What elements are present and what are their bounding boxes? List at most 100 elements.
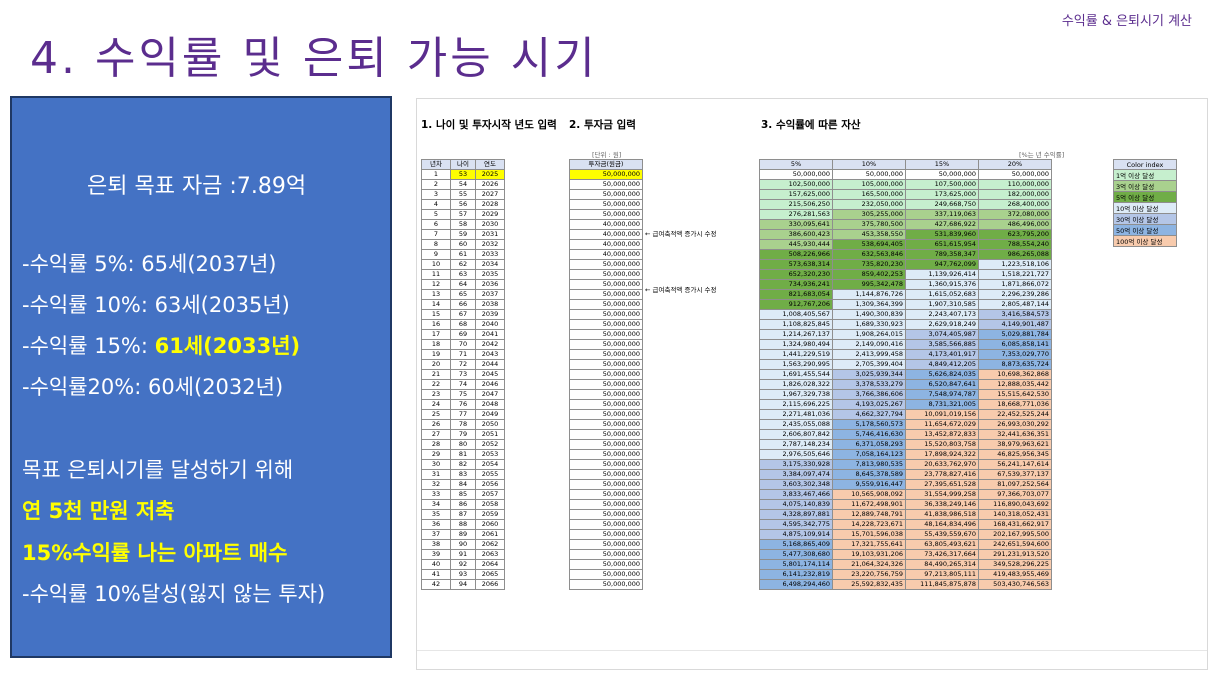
invest-cell: 50,000,000 [569,559,643,570]
plan-text: 목표 은퇴시기를 달성하기 위해 [22,458,294,482]
invest-cell: 50,000,000 [569,369,643,380]
asset-cell-r15: 73,426,317,664 [905,549,979,560]
table-row: 652,320,230 859,402,253 1,139,926,414 1,518… [759,269,1052,280]
asset-cell-r20: 623,795,200 [978,229,1052,240]
age-cell: 65 [450,289,476,300]
age-cell: 80 [450,439,476,450]
age-cell: 94 [450,579,476,590]
asset-cell-r20: 38,979,963,621 [978,439,1052,450]
invest-cell: 50,000,000 [569,519,643,530]
asset-cell-r15: 84,490,265,314 [905,559,979,570]
year-index-cell: 20 [421,359,451,370]
table-row: 7 59 2031 [421,229,505,240]
asset-cell-r15: 31,554,999,258 [905,489,979,500]
age-cell: 79 [450,429,476,440]
asset-cell-r15: 11,654,672,029 [905,419,979,430]
table-row: 50,000,000 [569,259,643,270]
table-row: 50,000,000 [569,489,643,500]
asset-cell-r5: 4,328,897,881 [759,509,833,520]
asset-cell-r10: 25,592,832,435 [832,579,906,590]
invest-cell: 50,000,000 [569,339,643,350]
asset-cell-r5: 821,683,054 [759,289,833,300]
table-row: 1,441,229,519 2,413,999,458 4,173,401,917 7… [759,349,1052,360]
invest-cell: 50,000,000 [569,259,643,270]
asset-cell-r10: 2,705,399,404 [832,359,906,370]
year-index-cell: 28 [421,439,451,450]
year-index-cell: 26 [421,419,451,430]
legend-title: Color index [1113,159,1177,170]
rate-15-text: -수익률 15%: 61세(2033년) [22,330,300,360]
col-age-header: 나이 [450,159,476,170]
invest-cell: 50,000,000 [569,459,643,470]
calendar-year-cell: 2031 [475,229,505,240]
asset-cell-r5: 1,563,290,995 [759,359,833,370]
asset-cell-r5: 652,320,230 [759,269,833,280]
invest-cell: 50,000,000 [569,569,643,580]
asset-cell-r10: 453,358,550 [832,229,906,240]
table-row: 821,683,054 1,144,876,726 1,615,052,683 2,2… [759,289,1052,300]
table-row: 50,000,000 [569,189,643,200]
table-row: 11 63 2035 [421,269,505,280]
col-year-header: 년차 [421,159,451,170]
asset-cell-r15: 947,762,099 [905,259,979,270]
asset-cell-r10: 2,413,999,458 [832,349,906,360]
asset-cell-r20: 4,149,901,487 [978,319,1052,330]
asset-cell-r20: 372,080,000 [978,209,1052,220]
asset-cell-r15: 7,548,974,787 [905,389,979,400]
asset-cell-r20: 503,430,746,563 [978,579,1052,590]
table-row: 40,000,000 [569,249,643,260]
asset-cell-r5: 2,787,148,234 [759,439,833,450]
asset-cell-r10: 305,255,000 [832,209,906,220]
table-row: 50,000,000 [569,369,643,380]
invest-cell: 50,000,000 [569,169,643,180]
invest-cell: 40,000,000 [569,239,643,250]
asset-cell-r15: 27,395,651,528 [905,479,979,490]
age-cell: 54 [450,179,476,190]
calendar-year-cell: 2052 [475,439,505,450]
legend-row: 1억 이상 달성 [1113,169,1177,181]
table-row: 102,500,000 105,000,000 107,500,000 110,000… [759,179,1052,190]
age-cell: 71 [450,349,476,360]
invest-cell: 50,000,000 [569,289,643,300]
asset-cell-r15: 13,452,872,833 [905,429,979,440]
year-index-cell: 39 [421,549,451,560]
table-row: 50,000,000 [569,359,643,370]
table-row: 573,638,314 735,820,230 947,762,099 1,223,5… [759,259,1052,270]
asset-cell-r5: 1,441,229,519 [759,349,833,360]
calendar-year-cell: 2030 [475,219,505,230]
asset-cell-r5: 1,108,825,845 [759,319,833,330]
table-row: 50,000,000 [569,509,643,520]
year-index-cell: 1 [421,169,451,180]
table-row: 445,930,444 538,694,405 651,615,954 788,554… [759,239,1052,250]
table-row: 24 76 2048 [421,399,505,410]
legend-item: 50억 이상 달성 [1113,224,1177,236]
asset-cell-r5: 6,141,232,819 [759,569,833,580]
asset-cell-r5: 5,801,174,114 [759,559,833,570]
asset-cell-r10: 165,500,000 [832,189,906,200]
asset-cell-r15: 8,731,321,005 [905,399,979,410]
invest-cell: 50,000,000 [569,479,643,490]
age-cell: 77 [450,409,476,420]
table-row: 8 60 2032 [421,239,505,250]
asset-cell-r20: 140,318,052,431 [978,509,1052,520]
asset-cell-r10: 1,144,876,726 [832,289,906,300]
asset-cell-r5: 4,875,109,914 [759,529,833,540]
table-row: 386,600,423 453,358,550 531,839,960 623,795… [759,229,1052,240]
year-index-cell: 9 [421,249,451,260]
table-row: 50,000,000 [569,579,643,590]
asset-cell-r15: 4,849,412,205 [905,359,979,370]
invest-cell: 50,000,000 [569,349,643,360]
year-index-cell: 42 [421,579,451,590]
note-1: ← 급여축적액 증가시 수정 [645,230,717,238]
year-index-cell: 37 [421,529,451,540]
age-cell: 83 [450,469,476,480]
invest-cell: 50,000,000 [569,439,643,450]
asset-cell-r15: 41,838,986,518 [905,509,979,520]
year-index-cell: 22 [421,379,451,390]
calendar-year-cell: 2053 [475,449,505,460]
table-row: 50,000,000 [569,289,643,300]
col-yr-header: 연도 [475,159,505,170]
legend-row: 10억 이상 달성 [1113,202,1177,214]
asset-cell-r10: 8,645,378,589 [832,469,906,480]
calendar-year-cell: 2065 [475,569,505,580]
